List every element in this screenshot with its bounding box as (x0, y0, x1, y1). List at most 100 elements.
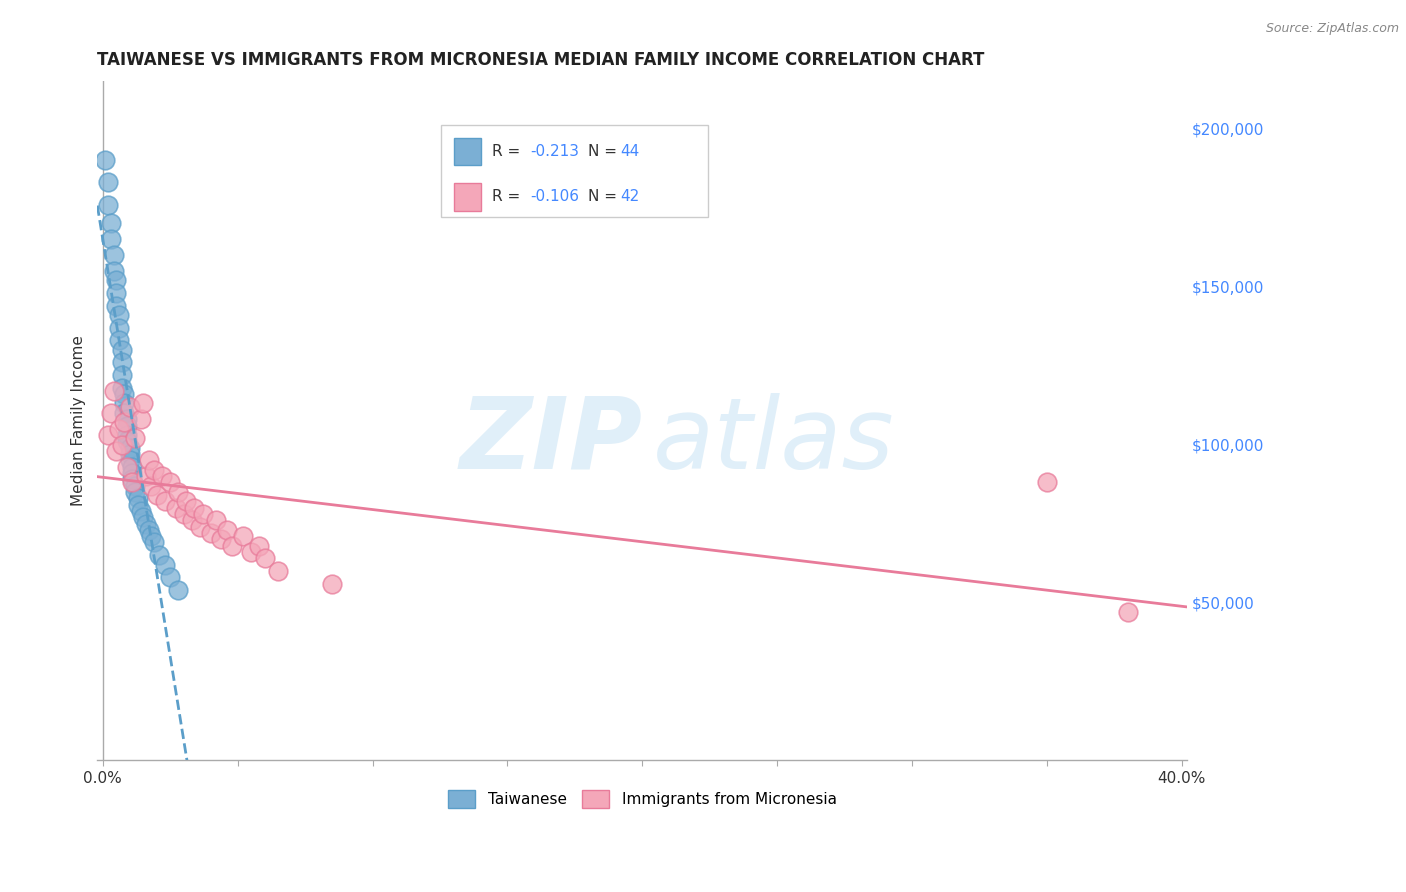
Point (129, 412, 152, 426)
Point (188, 519, 211, 533)
Point (143, 535, 166, 549)
Point (267, 564, 290, 578)
Point (115, 418, 138, 433)
Point (148, 548, 170, 562)
Point (200, 526, 222, 541)
Point (167, 582, 190, 597)
Text: 42: 42 (620, 189, 640, 204)
Point (111, 437, 134, 451)
Point (138, 453, 160, 467)
Point (159, 475, 181, 490)
Text: TAIWANESE VS IMMIGRANTS FROM MICRONESIA MEDIAN FAMILY INCOME CORRELATION CHART: TAIWANESE VS IMMIGRANTS FROM MICRONESIA … (97, 51, 984, 69)
Point (112, 396, 135, 410)
Point (167, 484, 190, 499)
Point (103, 264, 125, 278)
Point (100, 217, 122, 231)
Point (183, 500, 205, 515)
Text: Source: ZipAtlas.com: Source: ZipAtlas.com (1265, 22, 1399, 36)
Point (129, 504, 152, 518)
Text: -0.106: -0.106 (530, 189, 579, 204)
FancyBboxPatch shape (454, 184, 481, 211)
Point (247, 539, 270, 553)
Point (211, 533, 233, 547)
Point (138, 523, 160, 537)
Point (115, 428, 138, 442)
Point (124, 478, 146, 492)
Text: R =: R = (492, 189, 524, 204)
Point (221, 539, 243, 553)
Point (153, 494, 176, 508)
Text: 44: 44 (620, 144, 640, 159)
Text: atlas: atlas (654, 392, 894, 490)
Point (121, 475, 143, 490)
Point (159, 570, 181, 584)
Point (108, 334, 131, 348)
Point (118, 441, 141, 455)
Point (118, 400, 141, 414)
Point (97, 428, 120, 442)
Point (105, 443, 128, 458)
Point (135, 469, 157, 483)
Point (132, 396, 155, 410)
Point (165, 500, 187, 515)
Point (100, 406, 122, 420)
Point (1116, 605, 1139, 619)
Point (121, 459, 143, 474)
Legend: Taiwanese, Immigrants from Micronesia: Taiwanese, Immigrants from Micronesia (441, 784, 842, 814)
Point (103, 248, 125, 262)
Point (141, 529, 163, 543)
Point (105, 273, 128, 287)
Point (115, 459, 138, 474)
Point (121, 466, 143, 480)
Point (173, 507, 195, 521)
Point (176, 494, 198, 508)
Point (111, 343, 134, 357)
Point (240, 545, 263, 559)
Point (150, 469, 173, 483)
Text: N =: N = (588, 189, 621, 204)
Point (112, 406, 135, 420)
Point (103, 384, 125, 398)
Point (108, 308, 131, 322)
Text: R =: R = (492, 144, 524, 159)
Text: ZIP: ZIP (460, 392, 643, 490)
Point (145, 488, 167, 502)
Point (124, 431, 146, 445)
Point (215, 523, 238, 537)
FancyBboxPatch shape (454, 137, 481, 165)
Point (108, 422, 131, 436)
Point (191, 507, 214, 521)
Point (153, 558, 176, 572)
Point (111, 368, 134, 382)
Point (124, 484, 146, 499)
Point (112, 387, 135, 401)
Point (108, 320, 131, 334)
Point (97, 197, 120, 211)
Point (1036, 475, 1059, 490)
Point (105, 299, 128, 313)
Point (111, 355, 134, 369)
Point (94, 153, 117, 168)
Point (132, 510, 155, 524)
Point (118, 447, 141, 461)
Text: N =: N = (588, 144, 621, 159)
Point (141, 478, 163, 492)
Point (143, 463, 166, 477)
Point (135, 516, 157, 531)
Point (111, 381, 134, 395)
Point (118, 453, 141, 467)
Point (100, 232, 122, 246)
Point (121, 472, 143, 486)
Text: -0.213: -0.213 (530, 144, 579, 159)
Y-axis label: Median Family Income: Median Family Income (72, 335, 86, 507)
Point (112, 416, 135, 430)
Point (105, 285, 128, 300)
Point (127, 491, 149, 506)
Point (180, 513, 202, 527)
Point (97, 175, 120, 189)
Point (115, 434, 138, 449)
Point (205, 513, 228, 527)
Point (253, 551, 276, 566)
FancyBboxPatch shape (440, 126, 707, 217)
Point (232, 529, 254, 543)
